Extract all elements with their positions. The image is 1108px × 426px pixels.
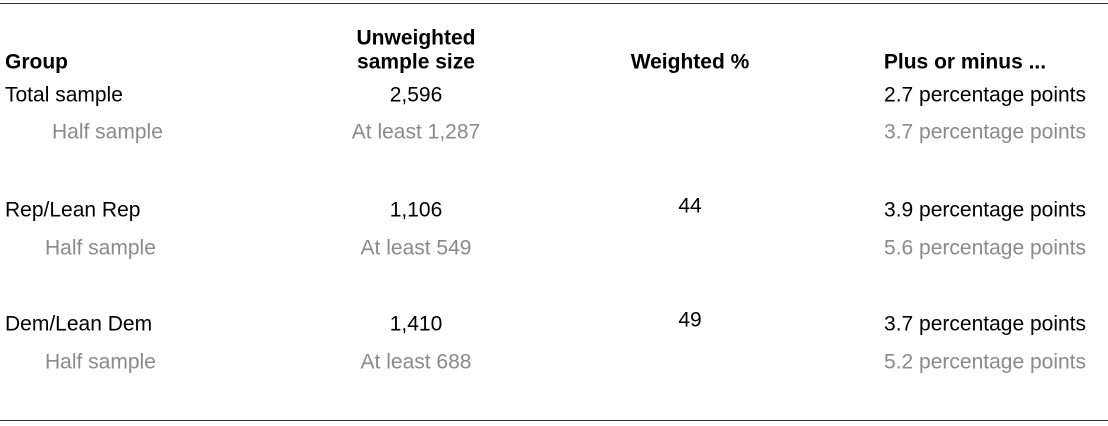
sample-size-cell: 2,596 (390, 84, 443, 107)
header-group: Group (5, 51, 68, 74)
group-cell: Half sample (52, 121, 163, 144)
header-sample-size: sample size (357, 51, 475, 74)
group-cell: Total sample (5, 84, 123, 107)
header-sample-size: Unweighted (357, 27, 476, 50)
margin-cell: 5.2 percentage points (884, 351, 1086, 374)
sample-size-cell: At least 549 (361, 237, 472, 260)
margin-cell: 5.6 percentage points (884, 237, 1086, 260)
group-cell: Dem/Lean Dem (5, 313, 152, 336)
group-cell: Half sample (45, 237, 156, 260)
margin-cell: 3.7 percentage points (884, 121, 1086, 144)
group-cell: Half sample (45, 351, 156, 374)
header-margin: Plus or minus ... (884, 51, 1046, 74)
weighted-cell: 44 (678, 195, 702, 218)
sample-size-cell: At least 688 (361, 351, 472, 374)
header-weighted: Weighted % (631, 51, 750, 74)
margin-cell: 2.7 percentage points (884, 84, 1086, 107)
sample-size-cell: 1,410 (390, 313, 443, 336)
sample-size-cell: At least 1,287 (352, 121, 480, 144)
group-cell: Rep/Lean Rep (5, 199, 140, 222)
margin-cell: 3.9 percentage points (884, 199, 1086, 222)
weighted-cell: 49 (678, 309, 701, 332)
sample-size-cell: 1,106 (390, 199, 443, 222)
margin-cell: 3.7 percentage points (884, 313, 1086, 336)
